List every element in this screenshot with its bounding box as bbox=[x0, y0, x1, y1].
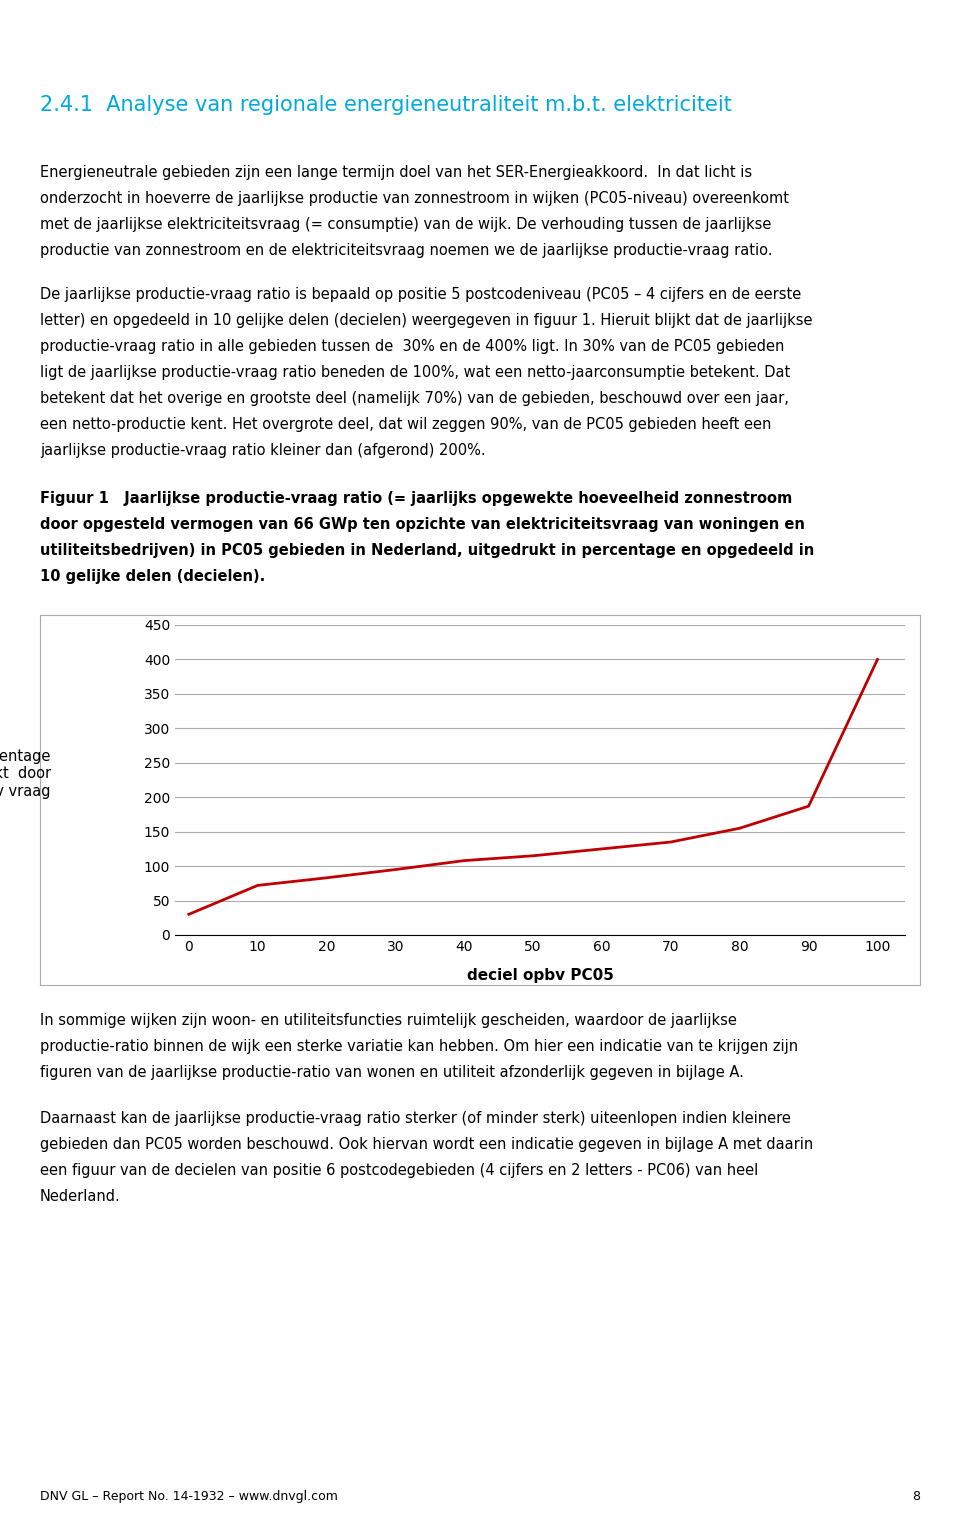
Text: Figuur 1   Jaarlijkse productie-vraag ratio (= jaarlijks opgewekte hoeveelheid z: Figuur 1 Jaarlijkse productie-vraag rati… bbox=[40, 490, 792, 506]
Text: Daarnaast kan de jaarlijkse productie-vraag ratio sterker (of minder sterk) uite: Daarnaast kan de jaarlijkse productie-vr… bbox=[40, 1110, 791, 1125]
Text: productie-ratio binnen de wijk een sterke variatie kan hebben. Om hier een indic: productie-ratio binnen de wijk een sterk… bbox=[40, 1039, 798, 1054]
Text: 10 gelijke delen (decielen).: 10 gelijke delen (decielen). bbox=[40, 570, 265, 583]
Text: 8: 8 bbox=[912, 1489, 920, 1503]
Text: letter) en opgedeeld in 10 gelijke delen (decielen) weergegeven in figuur 1. Hie: letter) en opgedeeld in 10 gelijke delen… bbox=[40, 314, 812, 327]
Text: utiliteitsbedrijven) in PC05 gebieden in Nederland, uitgedrukt in percentage en : utiliteitsbedrijven) in PC05 gebieden in… bbox=[40, 544, 814, 557]
Text: gebieden dan PC05 worden beschouwd. Ook hiervan wordt een indicatie gegeven in b: gebieden dan PC05 worden beschouwd. Ook … bbox=[40, 1138, 813, 1151]
Text: 2.4.1  Analyse van regionale energieneutraliteit m.b.t. elektriciteit: 2.4.1 Analyse van regionale energieneutr… bbox=[40, 94, 732, 116]
Text: met de jaarlijkse elektriciteitsvraag (= consumptie) van de wijk. De verhouding : met de jaarlijkse elektriciteitsvraag (=… bbox=[40, 216, 772, 231]
Text: door opgesteld vermogen van 66 GWp ten opzichte van elektriciteitsvraag van woni: door opgesteld vermogen van 66 GWp ten o… bbox=[40, 516, 804, 532]
Text: betekent dat het overige en grootste deel (namelijk 70%) van de gebieden, bescho: betekent dat het overige en grootste dee… bbox=[40, 391, 789, 407]
Text: In sommige wijken zijn woon- en utiliteitsfuncties ruimtelijk gescheiden, waardo: In sommige wijken zijn woon- en utilitei… bbox=[40, 1013, 737, 1028]
Text: De jaarlijkse productie-vraag ratio is bepaald op positie 5 postcodeniveau (PC05: De jaarlijkse productie-vraag ratio is b… bbox=[40, 286, 802, 302]
X-axis label: deciel opbv PC05: deciel opbv PC05 bbox=[467, 967, 613, 982]
Text: jaarlijkse productie-vraag ratio kleiner dan (afgerond) 200%.: jaarlijkse productie-vraag ratio kleiner… bbox=[40, 443, 486, 458]
Text: een netto-productie kent. Het overgrote deel, dat wil zeggen 90%, van de PC05 ge: een netto-productie kent. Het overgrote … bbox=[40, 417, 772, 433]
Text: productie-vraag ratio in alle gebieden tussen de  30% en de 400% ligt. In 30% va: productie-vraag ratio in alle gebieden t… bbox=[40, 340, 784, 353]
Y-axis label: percentage
opgewekt  door
zonnePV tov vraag: percentage opgewekt door zonnePV tov vra… bbox=[0, 749, 51, 798]
Text: Energieneutrale gebieden zijn een lange termijn doel van het SER-Energieakkoord.: Energieneutrale gebieden zijn een lange … bbox=[40, 164, 752, 180]
Text: ligt de jaarlijkse productie-vraag ratio beneden de 100%, wat een netto-jaarcons: ligt de jaarlijkse productie-vraag ratio… bbox=[40, 366, 790, 381]
Text: Nederland.: Nederland. bbox=[40, 1189, 121, 1205]
Text: onderzocht in hoeverre de jaarlijkse productie van zonnestroom in wijken (PC05-n: onderzocht in hoeverre de jaarlijkse pro… bbox=[40, 190, 789, 206]
Text: een figuur van de decielen van positie 6 postcodegebieden (4 cijfers en 2 letter: een figuur van de decielen van positie 6… bbox=[40, 1164, 758, 1177]
Text: figuren van de jaarlijkse productie-ratio van wonen en utiliteit afzonderlijk ge: figuren van de jaarlijkse productie-rati… bbox=[40, 1065, 744, 1080]
Text: DNV GL – Report No. 14-1932 – www.dnvgl.com: DNV GL – Report No. 14-1932 – www.dnvgl.… bbox=[40, 1489, 338, 1503]
Text: productie van zonnestroom en de elektriciteitsvraag noemen we de jaarlijkse prod: productie van zonnestroom en de elektric… bbox=[40, 244, 773, 257]
